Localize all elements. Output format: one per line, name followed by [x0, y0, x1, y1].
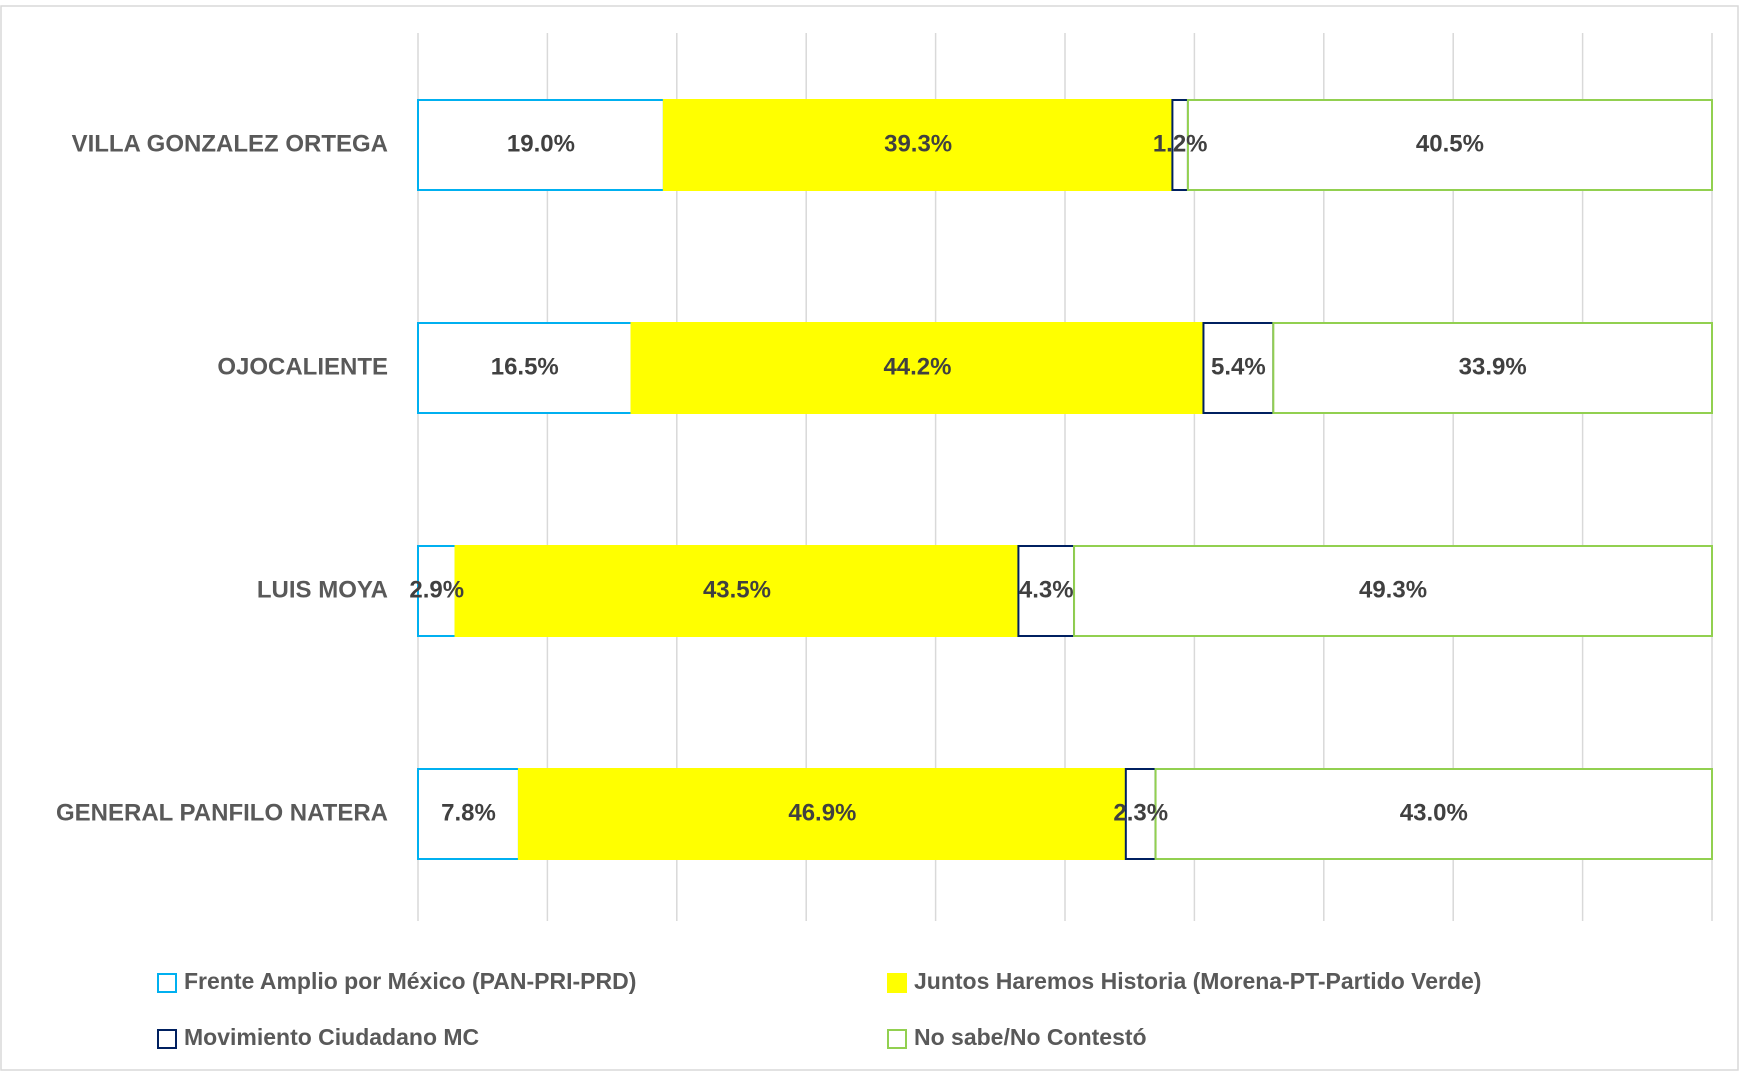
data-label: 2.3%: [1113, 799, 1168, 826]
legend-label: Movimiento Ciudadano MC: [184, 1024, 479, 1050]
data-label: 43.0%: [1400, 799, 1468, 826]
data-label: 4.3%: [1019, 576, 1074, 603]
data-label: 5.4%: [1211, 353, 1266, 380]
legend-swatch: [887, 973, 907, 993]
legend-label: Juntos Haremos Historia (Morena-PT-Parti…: [914, 968, 1481, 994]
bar-segment: [417, 99, 665, 191]
category-label: VILLA GONZALEZ ORTEGA: [72, 130, 388, 157]
bar-segment: [1017, 545, 1076, 637]
bar-segment: [517, 768, 1127, 860]
legend-label: Frente Amplio por México (PAN-PRI-PRD): [184, 968, 636, 994]
bar-segment: [417, 768, 520, 860]
bar-segment: [417, 545, 457, 637]
bar-segment: [1154, 768, 1713, 860]
data-label: 44.2%: [883, 353, 951, 380]
legend-swatch: [157, 1029, 177, 1049]
category-label: OJOCALIENTE: [217, 353, 388, 380]
bar-segment: [630, 322, 1205, 414]
bar-segment: [1272, 322, 1713, 414]
data-label: 49.3%: [1359, 576, 1427, 603]
bar-segment: [417, 322, 633, 414]
data-label: 46.9%: [788, 799, 856, 826]
data-label: 1.2%: [1153, 130, 1208, 157]
data-label: 33.9%: [1459, 353, 1527, 380]
chart-border: [0, 5, 1739, 1071]
bar-segment: [1073, 545, 1713, 637]
data-label: 19.0%: [507, 130, 575, 157]
bar-segment: [1202, 322, 1275, 414]
legend-label: No sabe/No Contestó: [914, 1024, 1147, 1050]
bar-segment: [1124, 768, 1157, 860]
legend-swatch: [157, 973, 177, 993]
data-label: 7.8%: [441, 799, 496, 826]
bar-segment: [454, 545, 1020, 637]
data-label: 39.3%: [884, 130, 952, 157]
data-label: 43.5%: [703, 576, 771, 603]
data-label: 2.9%: [409, 576, 464, 603]
data-label: 40.5%: [1416, 130, 1484, 157]
category-label: GENERAL PANFILO NATERA: [56, 799, 388, 826]
category-label: LUIS MOYA: [257, 576, 388, 603]
legend-swatch: [887, 1029, 907, 1049]
bar-segment: [1186, 99, 1714, 191]
data-label: 16.5%: [491, 353, 559, 380]
